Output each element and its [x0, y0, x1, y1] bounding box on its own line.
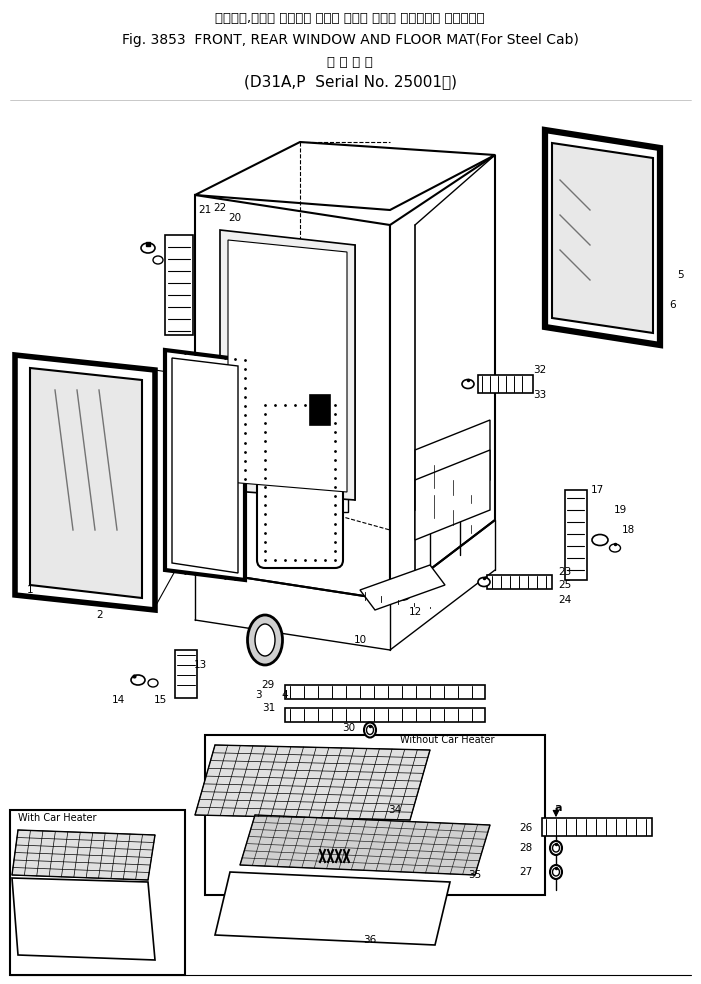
Polygon shape	[30, 368, 142, 598]
Polygon shape	[195, 195, 390, 600]
Bar	[565, 490, 587, 580]
Polygon shape	[15, 355, 155, 610]
Bar	[330, 474, 348, 490]
Text: 11: 11	[311, 525, 325, 535]
Bar	[330, 430, 348, 446]
Ellipse shape	[153, 256, 163, 264]
Text: 34: 34	[78, 840, 92, 850]
Text: 33: 33	[533, 390, 547, 400]
Ellipse shape	[131, 675, 145, 685]
Text: 9: 9	[321, 499, 327, 509]
Text: 24: 24	[559, 595, 571, 605]
Text: 7: 7	[321, 455, 327, 465]
Text: 4: 4	[282, 690, 288, 700]
Bar	[165, 235, 193, 335]
Text: (D31A,P  Serial No. 25001～): (D31A,P Serial No. 25001～)	[243, 75, 456, 90]
Polygon shape	[12, 830, 155, 880]
Text: a: a	[327, 425, 333, 435]
Bar	[330, 452, 348, 468]
Text: 23: 23	[559, 567, 571, 577]
Polygon shape	[390, 155, 495, 600]
Ellipse shape	[396, 590, 410, 600]
Text: 26: 26	[519, 823, 533, 833]
Polygon shape	[545, 130, 660, 345]
Text: 10: 10	[353, 635, 367, 645]
Polygon shape	[228, 240, 347, 492]
Polygon shape	[12, 878, 155, 960]
Polygon shape	[165, 350, 245, 580]
Ellipse shape	[364, 722, 376, 737]
Polygon shape	[240, 815, 490, 875]
Text: 5: 5	[676, 270, 683, 280]
Text: 29: 29	[261, 680, 275, 690]
Text: 15: 15	[154, 695, 167, 705]
Ellipse shape	[609, 544, 620, 552]
Ellipse shape	[478, 578, 490, 586]
Polygon shape	[215, 872, 450, 945]
Text: 13: 13	[193, 660, 207, 670]
Ellipse shape	[141, 243, 155, 253]
Text: 20: 20	[229, 213, 242, 223]
Bar	[205, 735, 545, 895]
Text: 2: 2	[97, 610, 103, 620]
FancyBboxPatch shape	[257, 397, 343, 568]
Bar	[310, 395, 330, 425]
Text: 6: 6	[669, 300, 676, 310]
Text: 16: 16	[315, 430, 329, 440]
Text: 27: 27	[519, 867, 533, 877]
Ellipse shape	[462, 380, 474, 389]
Text: 12: 12	[409, 607, 421, 617]
Ellipse shape	[247, 615, 283, 665]
Text: 14: 14	[111, 695, 125, 705]
Text: 31: 31	[261, 703, 275, 713]
Bar	[285, 685, 485, 699]
Bar	[175, 650, 197, 698]
Text: 3: 3	[254, 690, 261, 700]
Text: 17: 17	[590, 485, 604, 495]
Text: 22: 22	[213, 203, 226, 213]
Text: 10: 10	[318, 433, 330, 443]
Bar	[285, 708, 485, 722]
Text: フロント,リヤー ウインド および フロア マット （スチール キャブ用）: フロント,リヤー ウインド および フロア マット （スチール キャブ用）	[215, 12, 485, 25]
Polygon shape	[415, 450, 490, 540]
Polygon shape	[195, 745, 430, 820]
Ellipse shape	[592, 534, 608, 545]
Ellipse shape	[552, 844, 559, 852]
Ellipse shape	[255, 624, 275, 656]
Polygon shape	[195, 142, 495, 210]
Text: 36: 36	[363, 935, 376, 945]
Ellipse shape	[550, 865, 562, 879]
Text: 35: 35	[468, 870, 482, 880]
Text: 28: 28	[519, 843, 533, 853]
Text: 16: 16	[299, 375, 312, 385]
Bar	[542, 818, 652, 836]
Polygon shape	[172, 358, 238, 573]
Text: 19: 19	[613, 505, 627, 515]
Polygon shape	[360, 565, 445, 610]
Text: Fig. 3853  FRONT, REAR WINDOW AND FLOOR MAT(For Steel Cab): Fig. 3853 FRONT, REAR WINDOW AND FLOOR M…	[121, 33, 578, 47]
Text: Without Car Heater: Without Car Heater	[400, 735, 494, 745]
Text: 25: 25	[559, 580, 571, 590]
Ellipse shape	[148, 679, 158, 687]
Text: 34: 34	[388, 805, 402, 815]
Text: a: a	[554, 803, 562, 813]
Text: 1: 1	[27, 585, 34, 595]
Text: 18: 18	[621, 525, 634, 535]
Bar	[10, 810, 185, 975]
Text: 8: 8	[321, 477, 327, 487]
Polygon shape	[552, 143, 653, 333]
Text: With Car Heater: With Car Heater	[18, 813, 97, 823]
Polygon shape	[415, 420, 490, 510]
Bar	[478, 375, 533, 393]
Polygon shape	[220, 230, 355, 500]
Text: 21: 21	[198, 205, 212, 215]
Text: 適 用 号 機: 適 用 号 機	[327, 56, 373, 70]
Text: 30: 30	[342, 723, 355, 733]
Bar	[330, 496, 348, 512]
Ellipse shape	[552, 868, 559, 876]
Ellipse shape	[367, 725, 374, 734]
Ellipse shape	[550, 841, 562, 855]
Bar	[487, 575, 552, 589]
Text: 32: 32	[533, 365, 547, 375]
